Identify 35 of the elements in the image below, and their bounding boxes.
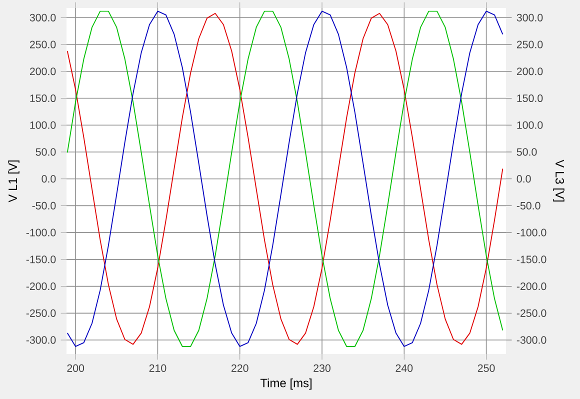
y-tick-label: -50.0 xyxy=(32,202,56,210)
y2-tick-label: 0.0 xyxy=(516,175,531,183)
x-tick-label: 250 xyxy=(478,364,495,372)
y2-tick-label: -100.0 xyxy=(516,228,546,236)
y2-tick-label: 50.0 xyxy=(516,148,537,156)
y2-tick-label: 150.0 xyxy=(517,94,543,102)
y2-tick-label: 300.0 xyxy=(516,14,543,22)
y-tick-label: 0.0 xyxy=(42,175,56,183)
y2-tick-label: 250.0 xyxy=(516,40,543,48)
y2-axis-title: V L3 [V] xyxy=(553,160,564,202)
y-tick-label: -200.0 xyxy=(26,282,56,290)
y-tick-label: 200.0 xyxy=(30,68,56,76)
y2-tick-label: 200.0 xyxy=(516,68,543,76)
x-axis-title: Time [ms] xyxy=(260,378,312,390)
y-tick-label: 250.0 xyxy=(30,40,56,48)
x-tick-label: 230 xyxy=(314,364,330,372)
y2-tick-label: -300.0 xyxy=(516,336,546,344)
y-tick-label: 100.0 xyxy=(30,121,56,129)
x-tick-label: 240 xyxy=(396,364,413,372)
y-tick-label: 300.0 xyxy=(30,14,56,22)
y2-tick-label: -250.0 xyxy=(516,309,546,317)
y-tick-label: 50.0 xyxy=(36,148,56,156)
y2-tick-label: -150.0 xyxy=(516,256,546,264)
y-tick-label: -100.0 xyxy=(26,228,56,236)
x-tick-label: 220 xyxy=(232,364,248,372)
x-tick-label: 210 xyxy=(149,364,166,372)
y-tick-label: -250.0 xyxy=(26,309,56,317)
y-tick-label: -300.0 xyxy=(26,336,56,344)
x-tick-label: 200 xyxy=(67,364,84,372)
y-tick-label: -150.0 xyxy=(26,256,56,264)
y2-tick-label: -200.0 xyxy=(516,282,546,290)
y2-tick-label: -50.0 xyxy=(516,202,540,210)
y2-tick-label: 100.0 xyxy=(517,121,543,129)
y-tick-label: 150.0 xyxy=(30,94,56,102)
y-axis-title: V L1 [V] xyxy=(8,160,20,202)
